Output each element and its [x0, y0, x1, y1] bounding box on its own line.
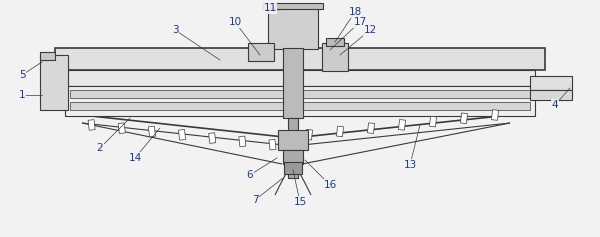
Bar	[430, 116, 437, 127]
Text: 5: 5	[19, 70, 25, 80]
Bar	[65, 86, 535, 116]
Bar	[491, 110, 499, 120]
Bar	[283, 150, 303, 164]
Bar	[530, 90, 572, 100]
Bar	[179, 129, 185, 140]
Text: 12: 12	[364, 25, 377, 35]
Text: 7: 7	[251, 195, 259, 205]
Bar	[305, 129, 313, 140]
Text: 2: 2	[97, 143, 103, 153]
Bar	[148, 126, 155, 137]
Bar	[461, 113, 467, 123]
Text: 10: 10	[229, 17, 242, 27]
Bar	[88, 120, 95, 130]
Text: 6: 6	[247, 170, 253, 180]
Bar	[209, 133, 216, 143]
Text: 17: 17	[353, 17, 367, 27]
Bar	[263, 3, 323, 9]
Bar	[278, 130, 308, 150]
Bar	[118, 123, 125, 133]
Bar	[322, 43, 348, 71]
Bar	[70, 90, 530, 98]
Text: 1: 1	[19, 90, 25, 100]
Bar	[268, 5, 318, 49]
Bar	[398, 119, 406, 130]
Bar	[367, 123, 374, 133]
Bar	[284, 162, 302, 174]
Bar	[530, 76, 572, 90]
Text: 4: 4	[551, 100, 559, 110]
Bar	[269, 139, 276, 150]
Bar	[40, 52, 55, 60]
Bar	[288, 118, 298, 178]
Bar	[65, 70, 535, 86]
Text: 15: 15	[293, 197, 307, 207]
Bar	[40, 55, 68, 110]
Text: 11: 11	[263, 3, 277, 13]
Text: 3: 3	[172, 25, 178, 35]
Bar	[337, 126, 344, 137]
Bar	[283, 48, 303, 118]
Text: 18: 18	[349, 7, 362, 17]
Bar	[239, 136, 246, 147]
Text: 14: 14	[128, 153, 142, 163]
Bar	[70, 102, 530, 110]
Bar	[248, 43, 274, 61]
Bar	[55, 48, 545, 70]
Text: 13: 13	[403, 160, 416, 170]
Text: 16: 16	[323, 180, 337, 190]
Bar	[326, 38, 344, 46]
